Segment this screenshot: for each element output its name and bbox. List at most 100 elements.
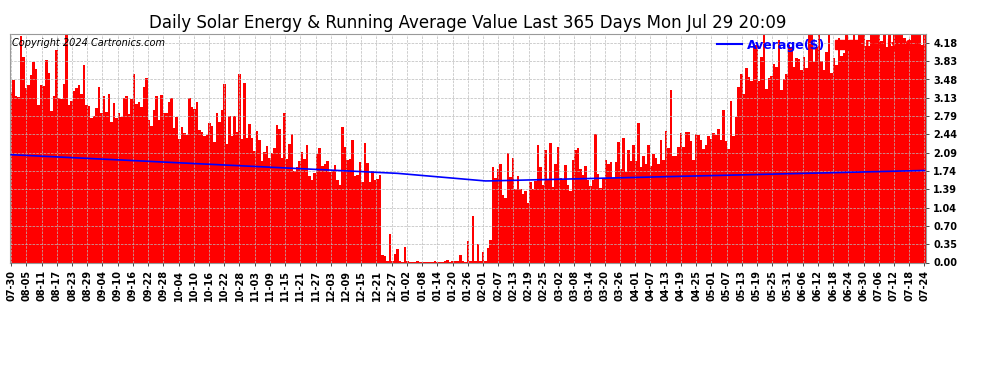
Bar	[88, 106, 90, 262]
Bar	[885, 46, 888, 262]
Bar	[329, 172, 331, 262]
Bar	[206, 135, 208, 262]
Bar	[672, 156, 675, 262]
Bar	[600, 188, 602, 262]
Bar	[587, 180, 589, 262]
Bar	[826, 52, 828, 262]
Bar	[549, 144, 551, 262]
Bar	[795, 57, 798, 262]
Bar	[368, 182, 371, 262]
Bar	[446, 260, 448, 262]
Bar	[471, 216, 474, 262]
Bar	[253, 151, 255, 262]
Bar	[584, 166, 587, 262]
Bar	[108, 93, 110, 262]
Bar	[291, 134, 293, 262]
Bar	[818, 26, 821, 262]
Bar	[507, 153, 509, 262]
Bar	[65, 26, 67, 262]
Bar	[273, 148, 276, 262]
Bar	[50, 111, 52, 262]
Bar	[842, 53, 845, 262]
Bar	[715, 135, 718, 262]
Bar	[196, 102, 198, 262]
Bar	[664, 131, 667, 262]
Bar	[630, 161, 632, 262]
Bar	[183, 133, 185, 262]
Bar	[860, 26, 863, 262]
Bar	[908, 41, 911, 262]
Bar	[911, 26, 913, 262]
Bar	[605, 160, 607, 262]
Bar	[836, 65, 838, 262]
Bar	[474, 261, 476, 262]
Bar	[831, 73, 833, 262]
Bar	[494, 178, 497, 262]
Bar	[808, 26, 810, 262]
Bar	[268, 158, 271, 262]
Bar	[221, 110, 223, 262]
Bar	[241, 139, 244, 262]
Bar	[218, 122, 221, 262]
Bar	[502, 195, 504, 262]
Bar	[916, 29, 918, 262]
Bar	[20, 36, 23, 262]
Bar	[710, 139, 713, 262]
Bar	[597, 174, 600, 262]
Bar	[334, 165, 336, 262]
Bar	[165, 112, 168, 262]
Bar	[742, 94, 745, 262]
Bar	[659, 140, 662, 262]
Bar	[15, 96, 18, 262]
Bar	[720, 140, 723, 262]
Bar	[705, 145, 708, 262]
Bar	[208, 123, 211, 262]
Bar	[72, 91, 75, 262]
Bar	[687, 132, 690, 262]
Bar	[682, 147, 685, 262]
Bar	[652, 154, 654, 262]
Bar	[649, 166, 652, 262]
Bar	[348, 159, 351, 262]
Bar	[105, 112, 108, 262]
Bar	[582, 175, 584, 262]
Bar	[133, 74, 136, 262]
Bar	[283, 112, 286, 262]
Bar	[67, 105, 70, 262]
Bar	[306, 145, 309, 262]
Bar	[562, 180, 564, 262]
Bar	[875, 26, 878, 262]
Bar	[815, 46, 818, 262]
Bar	[685, 132, 687, 262]
Bar	[444, 261, 446, 262]
Bar	[148, 120, 150, 262]
Bar	[198, 130, 201, 262]
Bar	[281, 158, 283, 262]
Bar	[647, 145, 649, 262]
Bar	[519, 189, 522, 262]
Bar	[13, 80, 15, 262]
Bar	[55, 50, 57, 262]
Bar	[602, 178, 605, 262]
Bar	[150, 126, 152, 262]
Bar	[356, 175, 358, 262]
Bar	[760, 57, 762, 262]
Bar	[813, 62, 815, 262]
Title: Daily Solar Energy & Running Average Value Last 365 Days Mon Jul 29 20:09: Daily Solar Energy & Running Average Val…	[149, 14, 786, 32]
Bar	[82, 64, 85, 262]
Bar	[381, 255, 384, 262]
Bar	[747, 77, 750, 262]
Bar	[351, 140, 353, 262]
Bar	[211, 126, 213, 262]
Bar	[126, 96, 128, 262]
Bar	[755, 45, 757, 262]
Bar	[384, 256, 386, 262]
Bar	[70, 101, 72, 262]
Bar	[617, 142, 620, 262]
Bar	[180, 127, 183, 262]
Bar	[643, 156, 644, 262]
Bar	[901, 26, 903, 262]
Legend: Average($), Daily($): Average($), Daily($)	[712, 34, 926, 57]
Bar	[638, 123, 640, 262]
Bar	[373, 180, 376, 262]
